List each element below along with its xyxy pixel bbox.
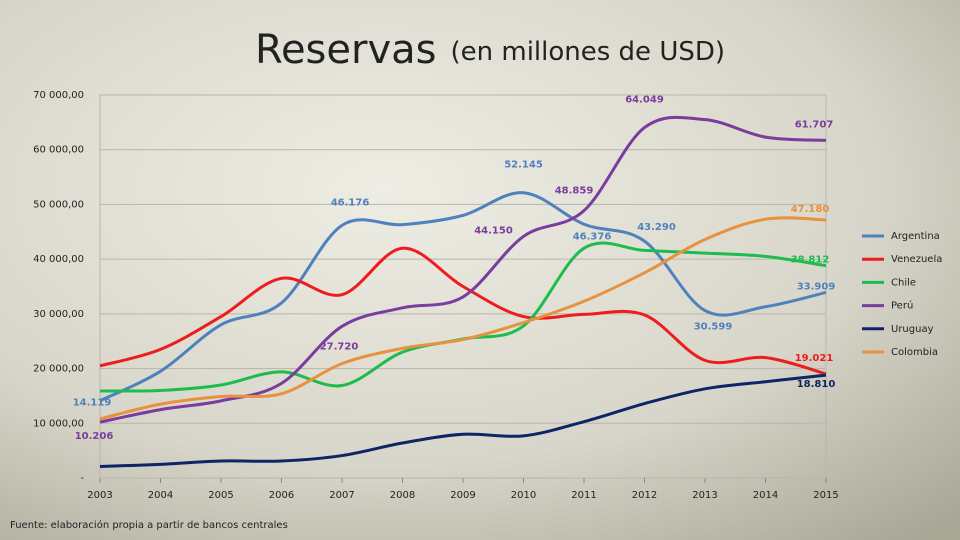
data-label: 38.812 <box>791 255 830 266</box>
y-tick-label: 20 000,00 <box>33 364 84 375</box>
data-label: 52.145 <box>504 160 543 171</box>
chart-subtitle: (en millones de USD) <box>450 37 725 67</box>
data-label: 46.376 <box>573 231 612 242</box>
data-label: 61.707 <box>795 119 834 130</box>
legend-label: Uruguay <box>891 324 934 335</box>
x-tick-label: 2011 <box>571 490 596 501</box>
legend-label: Colombia <box>891 347 938 358</box>
series-line <box>99 373 827 469</box>
data-label: 30.599 <box>694 322 733 333</box>
source-note: Fuente: elaboración propia a partir de b… <box>10 519 288 531</box>
y-tick-label: 40 000,00 <box>33 254 84 265</box>
title-line: Reservas (en millones de USD) <box>255 27 725 73</box>
series-line <box>99 115 827 424</box>
x-tick-label: 2005 <box>208 490 233 501</box>
y-tick-label: 30 000,00 <box>33 309 84 320</box>
chart-title: Reservas <box>255 27 437 73</box>
data-label: 64.049 <box>625 95 664 106</box>
legend-label: Venezuela <box>891 254 942 265</box>
x-tick-label: 2010 <box>511 490 536 501</box>
data-label: 27.720 <box>320 341 359 352</box>
data-label: 48.859 <box>555 186 594 197</box>
legend-label: Perú <box>891 300 913 312</box>
data-label: 47.180 <box>791 204 830 215</box>
data-label: 33.909 <box>797 281 836 292</box>
y-tick-label: 60 000,00 <box>33 145 84 156</box>
x-tick-label: 2006 <box>269 490 294 501</box>
x-tick-label: 2012 <box>632 490 657 501</box>
data-label: 10.206 <box>75 431 114 442</box>
data-label: 44.150 <box>474 225 513 236</box>
y-tick-label: 50 000,00 <box>33 199 84 210</box>
x-tick-label: 2015 <box>813 490 838 501</box>
x-tick-label: 2007 <box>329 490 354 501</box>
x-tick-label: 2014 <box>753 490 778 501</box>
x-tick-label: 2009 <box>450 490 475 501</box>
series-line <box>99 216 827 421</box>
y-tick-label: 10 000,00 <box>33 418 84 429</box>
x-tick-label: 2013 <box>692 490 717 501</box>
data-label: 18.810 <box>797 379 836 390</box>
x-tick-label: 2004 <box>148 490 173 501</box>
x-tick-label: 2008 <box>390 490 415 501</box>
data-label: 46.176 <box>331 197 370 208</box>
legend-label: Chile <box>891 277 916 288</box>
series-line <box>99 246 827 376</box>
series-line <box>99 191 827 403</box>
data-label: 19.021 <box>795 353 834 364</box>
y-tick-label: - <box>80 473 84 484</box>
data-label: 14.119 <box>73 398 112 409</box>
legend-label: Argentina <box>891 231 940 242</box>
y-tick-label: 70 000,00 <box>33 90 84 101</box>
x-tick-label: 2003 <box>87 490 112 501</box>
data-label: 43.290 <box>637 222 676 233</box>
